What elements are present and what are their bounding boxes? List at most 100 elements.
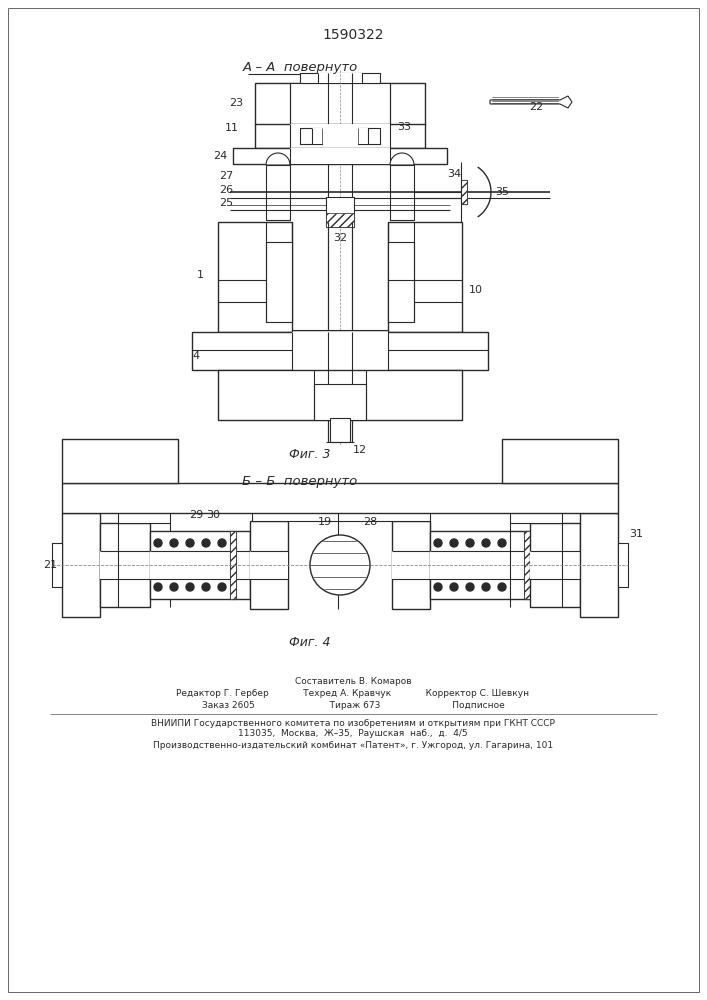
Text: 35: 35	[495, 187, 509, 197]
Bar	[338, 495, 430, 521]
Text: 26: 26	[219, 185, 233, 195]
Circle shape	[202, 539, 210, 547]
Bar	[524, 531, 530, 599]
Bar	[390, 165, 414, 220]
Bar	[62, 439, 178, 483]
Circle shape	[498, 583, 506, 591]
Text: 32: 32	[333, 233, 347, 243]
Circle shape	[466, 583, 474, 591]
Circle shape	[434, 539, 442, 547]
Bar	[252, 495, 342, 521]
Bar	[255, 83, 425, 125]
Bar	[312, 128, 368, 144]
Circle shape	[186, 583, 194, 591]
Bar	[461, 180, 467, 204]
Text: 10: 10	[469, 285, 483, 295]
Circle shape	[218, 539, 226, 547]
Bar	[290, 83, 390, 125]
Text: 25: 25	[219, 198, 233, 208]
Circle shape	[310, 535, 370, 595]
Bar	[618, 543, 628, 587]
Text: А – А  повернуто: А – А повернуто	[243, 62, 358, 75]
Bar	[530, 551, 580, 579]
Text: Фиг. 4: Фиг. 4	[289, 636, 331, 648]
Bar	[118, 495, 170, 523]
Bar	[326, 197, 354, 227]
Bar	[392, 521, 430, 609]
Bar	[62, 439, 178, 483]
Text: 27: 27	[219, 171, 233, 181]
Bar	[233, 148, 447, 164]
Text: 22: 22	[529, 102, 543, 112]
Bar	[430, 551, 530, 579]
Bar	[218, 222, 292, 332]
Bar	[218, 222, 292, 332]
Bar	[52, 543, 62, 587]
Bar	[430, 531, 530, 599]
Bar	[150, 531, 250, 599]
Bar	[252, 495, 342, 521]
Text: 31: 31	[629, 529, 643, 539]
Text: 21: 21	[43, 560, 57, 570]
Bar	[314, 384, 366, 420]
Bar	[218, 370, 462, 420]
Bar	[62, 483, 618, 513]
Text: ВНИИПИ Государственного комитета по изобретениям и открытиям при ГКНТ СССР: ВНИИПИ Государственного комитета по изоб…	[151, 718, 555, 728]
Circle shape	[450, 539, 458, 547]
Bar	[266, 242, 292, 322]
Bar	[52, 543, 62, 587]
Bar	[290, 83, 390, 125]
Bar	[358, 128, 380, 144]
Text: Фиг. 3: Фиг. 3	[289, 448, 331, 462]
Bar	[388, 222, 462, 332]
Bar	[510, 495, 562, 523]
Bar	[618, 543, 628, 587]
Text: Б – Б  повернуто: Б – Б повернуто	[243, 476, 358, 488]
Text: 12: 12	[353, 445, 367, 455]
Bar	[290, 148, 390, 164]
Bar	[388, 242, 414, 322]
Bar	[392, 521, 430, 609]
Text: 24: 24	[213, 151, 227, 161]
Bar	[266, 165, 290, 220]
Text: 29: 29	[189, 510, 203, 520]
Text: 33: 33	[397, 122, 411, 132]
Bar	[100, 551, 150, 579]
Circle shape	[450, 583, 458, 591]
Bar	[530, 523, 580, 607]
Bar	[502, 439, 618, 483]
Bar	[502, 439, 618, 483]
Bar	[230, 531, 236, 599]
Text: 113035,  Москва,  Ж–35,  Раушская  наб.,  д.  4/5: 113035, Москва, Ж–35, Раушская наб., д. …	[238, 730, 468, 738]
Text: Производственно-издательский комбинат «Патент», г. Ужгород, ул. Гагарина, 101: Производственно-издательский комбинат «П…	[153, 740, 553, 750]
Text: 1590322: 1590322	[322, 28, 384, 42]
Text: 4: 4	[192, 351, 199, 361]
Bar	[255, 83, 425, 125]
Bar	[388, 222, 462, 332]
Bar	[255, 124, 425, 148]
Bar	[300, 73, 380, 83]
Polygon shape	[490, 96, 572, 108]
Bar	[150, 551, 250, 579]
Bar	[461, 180, 467, 204]
Text: 23: 23	[229, 98, 243, 108]
Text: 1: 1	[197, 270, 204, 280]
Bar	[255, 124, 425, 148]
Bar	[300, 73, 380, 83]
Text: 34: 34	[447, 169, 461, 179]
Text: 30: 30	[206, 510, 220, 520]
Bar	[230, 531, 236, 599]
Bar	[62, 483, 618, 513]
Circle shape	[186, 539, 194, 547]
Bar	[524, 531, 530, 599]
Bar	[118, 495, 170, 523]
Bar	[233, 148, 447, 164]
Bar	[330, 418, 350, 442]
Bar	[150, 531, 250, 599]
Polygon shape	[266, 153, 290, 165]
Bar	[326, 213, 354, 227]
Bar	[580, 513, 618, 617]
Bar	[290, 124, 390, 148]
Bar	[192, 332, 488, 370]
Circle shape	[170, 539, 178, 547]
